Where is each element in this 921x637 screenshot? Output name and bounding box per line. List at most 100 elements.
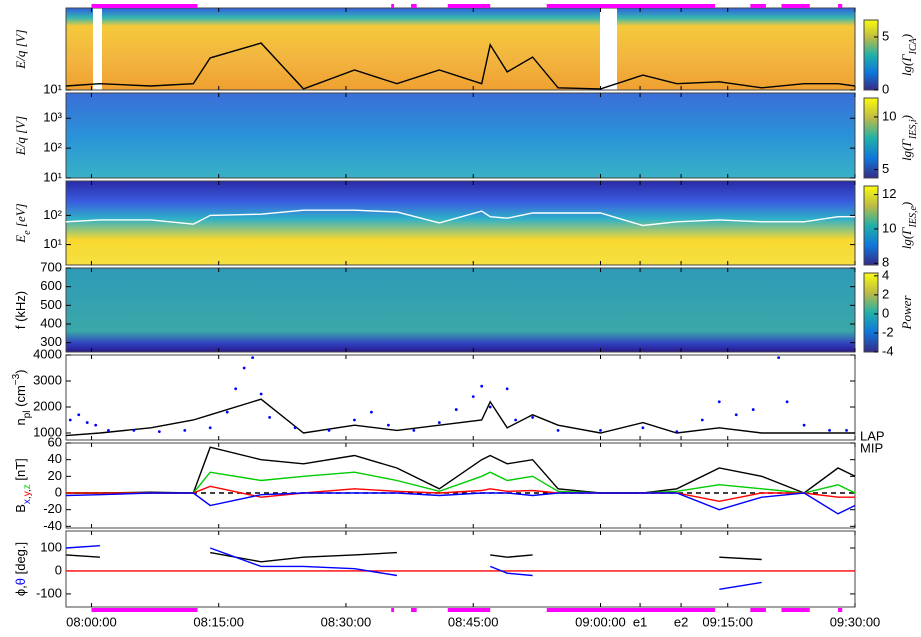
interval-bar bbox=[750, 4, 766, 8]
y-tick-label: 2000 bbox=[33, 398, 62, 413]
y-tick-label: 0 bbox=[55, 484, 62, 499]
axis-label: Ee [eV] bbox=[13, 203, 33, 244]
legend-entry: LAP bbox=[860, 428, 885, 443]
data-point bbox=[208, 426, 212, 430]
y-tick-label: -40 bbox=[43, 518, 62, 533]
data-point bbox=[370, 410, 373, 414]
interval-bar bbox=[838, 608, 843, 612]
y-tick-label: 400 bbox=[40, 315, 62, 330]
axis-label: f (kHz) bbox=[13, 291, 28, 329]
label-part: ) bbox=[899, 115, 914, 120]
data-point bbox=[556, 428, 560, 432]
data-point bbox=[259, 392, 263, 396]
colorbar-tick-label: -4 bbox=[882, 343, 894, 358]
data-point bbox=[77, 413, 81, 417]
panel-frame bbox=[65, 354, 856, 441]
panel-frame bbox=[65, 442, 856, 529]
label-part: [deg.] bbox=[13, 542, 28, 578]
interval-bar bbox=[447, 4, 491, 8]
colorbar bbox=[863, 97, 879, 179]
axis-label: E/q [V] bbox=[13, 116, 28, 156]
label-part: θ bbox=[13, 578, 28, 585]
colorbar-tick-label: 5 bbox=[882, 28, 889, 43]
label-part: −3 bbox=[11, 373, 22, 385]
interval-bar bbox=[546, 4, 716, 8]
interval-bar bbox=[411, 4, 417, 8]
label-part: x bbox=[22, 499, 33, 504]
data-point bbox=[531, 415, 535, 419]
data-point bbox=[234, 387, 238, 391]
data-point bbox=[251, 356, 255, 359]
data-point bbox=[454, 408, 458, 411]
axis-label: Bx,y,z [nT] bbox=[13, 458, 33, 513]
data-point bbox=[751, 408, 755, 411]
data-point bbox=[802, 423, 806, 427]
colorbar-tick-label: 2 bbox=[882, 286, 889, 301]
interval-bar bbox=[91, 4, 198, 8]
data-point bbox=[488, 405, 492, 409]
y-tick-label: 10² bbox=[43, 207, 62, 222]
colorbar-tick-label: 4 bbox=[882, 267, 889, 282]
x-tick-label: 09:00:00 bbox=[575, 614, 626, 629]
x-tick-label: 08:45:00 bbox=[448, 614, 499, 629]
spectrogram-image bbox=[66, 181, 855, 265]
data-line bbox=[66, 485, 855, 503]
data-point bbox=[157, 430, 161, 434]
data-point bbox=[85, 421, 89, 424]
label-part: [eV] bbox=[13, 203, 28, 230]
interval-bar bbox=[750, 608, 766, 612]
data-line bbox=[65, 209, 855, 227]
data-gap bbox=[600, 8, 617, 90]
panel-frame bbox=[65, 530, 856, 608]
data-point bbox=[599, 428, 602, 432]
label-part: Power bbox=[899, 295, 914, 331]
y-tick-label: -20 bbox=[43, 501, 62, 516]
data-point bbox=[514, 418, 518, 422]
x-tick-label: 08:15:00 bbox=[193, 614, 244, 629]
data-point bbox=[480, 384, 484, 388]
axis-label: lg(ΓIES,i) bbox=[899, 115, 919, 161]
axis-label: ϕ,θ [deg.] bbox=[13, 542, 28, 596]
colorbar-tick-label: 0 bbox=[882, 305, 889, 320]
colorbar bbox=[863, 19, 879, 91]
data-point bbox=[327, 428, 331, 432]
data-line bbox=[65, 545, 762, 590]
data-point bbox=[785, 400, 789, 404]
data-point bbox=[353, 418, 356, 422]
x-tick-label: 09:15:00 bbox=[702, 614, 753, 629]
y-tick-label: 10¹ bbox=[43, 81, 62, 96]
axis-label: lg(ΓICA) bbox=[899, 34, 919, 76]
y-tick-label: 1000 bbox=[33, 424, 62, 439]
y-tick-label: 4000 bbox=[33, 346, 62, 361]
data-point bbox=[386, 423, 390, 427]
data-point bbox=[293, 426, 297, 430]
interval-bar bbox=[391, 608, 395, 612]
y-tick-label: 300 bbox=[40, 334, 62, 349]
label-part: , bbox=[13, 585, 28, 589]
data-point bbox=[268, 415, 272, 419]
data-point bbox=[132, 428, 136, 432]
label-part: IES,e bbox=[908, 206, 919, 229]
data-point bbox=[471, 395, 475, 398]
colorbar-tick-label: 10 bbox=[882, 108, 896, 123]
label-part: IES,i bbox=[908, 119, 919, 140]
data-point bbox=[675, 430, 679, 434]
label-part: lg(Γ bbox=[899, 227, 914, 249]
y-tick-label: 60 bbox=[48, 434, 62, 449]
data-point bbox=[641, 426, 645, 430]
y-tick-label: 20 bbox=[48, 468, 62, 483]
y-tick-label: 700 bbox=[40, 259, 62, 274]
label-part: n bbox=[13, 418, 28, 425]
spectrogram-image bbox=[66, 8, 855, 90]
colorbar-tick-label: -2 bbox=[882, 324, 894, 339]
label-part: [nT] bbox=[13, 458, 28, 484]
label-part: , bbox=[22, 496, 33, 499]
axis-label: E/q [V] bbox=[13, 29, 28, 69]
data-line bbox=[65, 42, 856, 90]
label-part: ) bbox=[899, 202, 914, 207]
label-part: E/q [V] bbox=[13, 29, 28, 69]
x-tick-label: 09:30:00 bbox=[830, 614, 881, 629]
y-tick-label: 10³ bbox=[43, 110, 62, 125]
colorbar-tick-label: 5 bbox=[882, 161, 889, 176]
data-point bbox=[107, 428, 110, 432]
